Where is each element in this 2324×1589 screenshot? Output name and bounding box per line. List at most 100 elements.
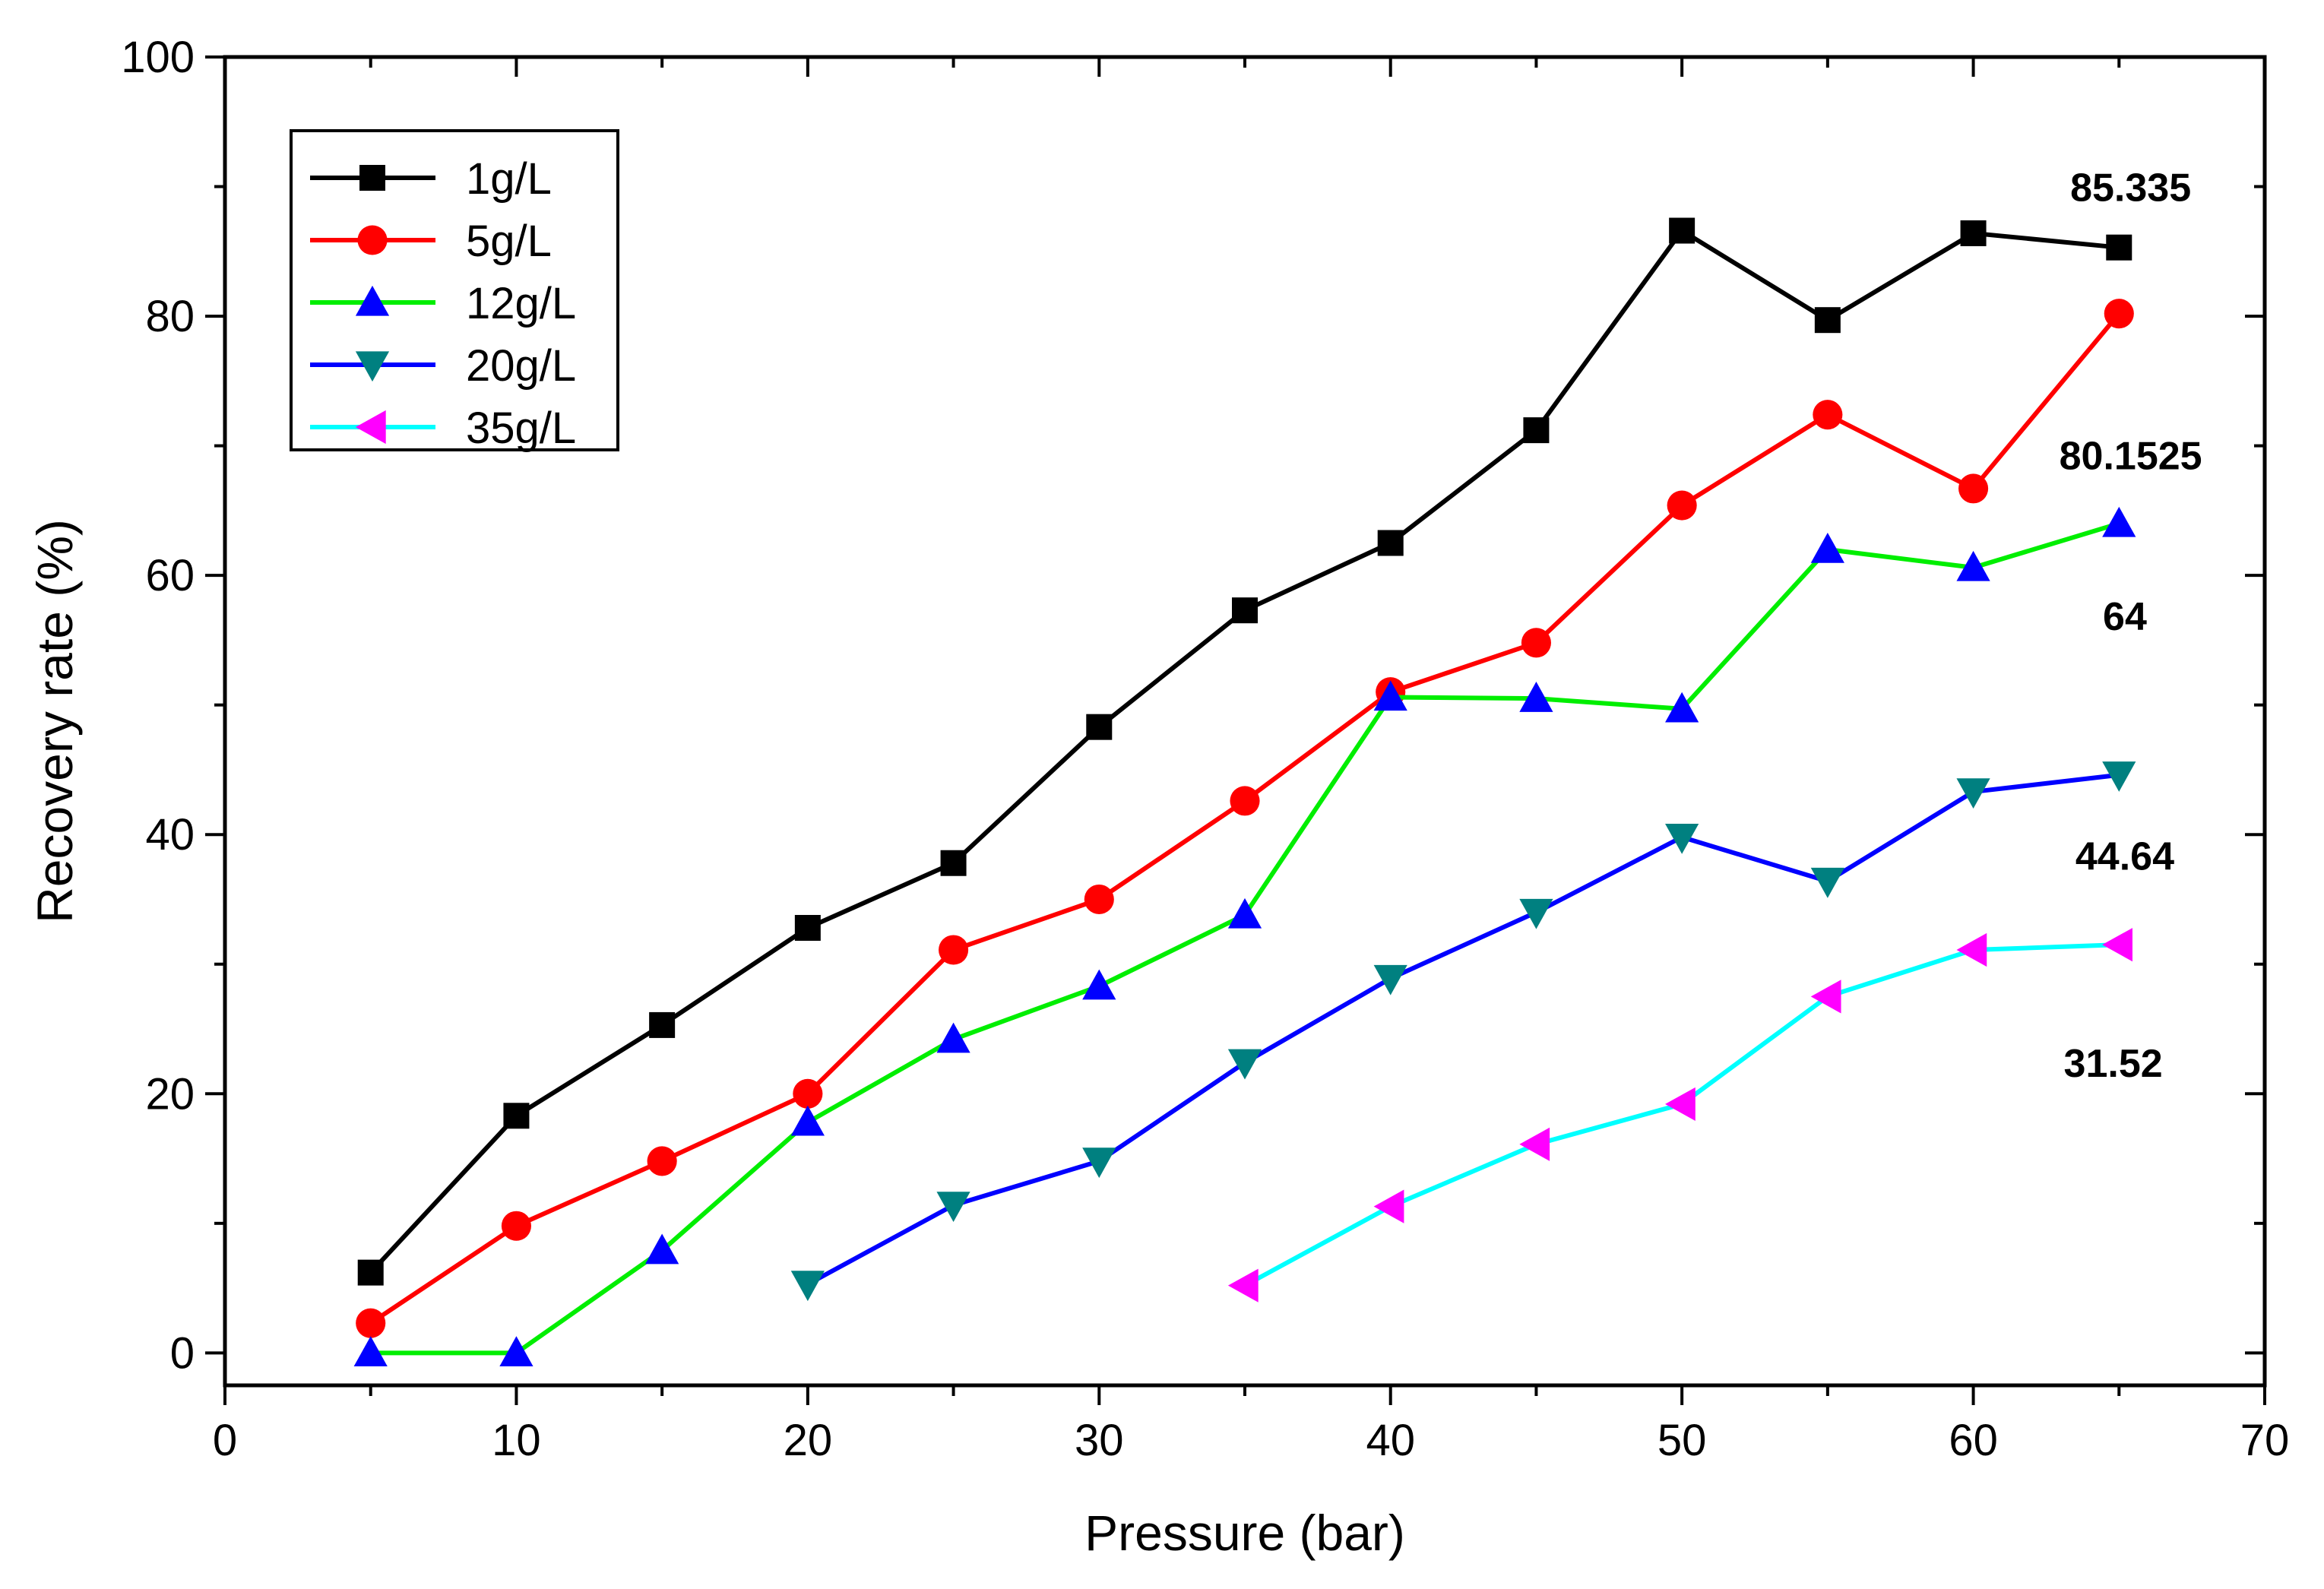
data-point xyxy=(1810,532,1844,563)
legend-item: 1g/L xyxy=(310,154,552,204)
data-point xyxy=(1373,1189,1404,1223)
data-point xyxy=(940,850,967,876)
data-point xyxy=(2102,506,2136,537)
data-point xyxy=(1227,1268,1259,1303)
series-line xyxy=(1243,942,2120,1288)
data-point xyxy=(1373,680,1407,711)
data-point xyxy=(790,1105,825,1136)
legend-box xyxy=(290,129,619,451)
x-tick-label: 30 xyxy=(1075,1416,1124,1465)
data-point xyxy=(2106,234,2132,261)
data-point xyxy=(1519,898,1553,929)
data-annotation: 31.52 xyxy=(2064,1042,2163,1086)
data-point xyxy=(1227,897,1262,929)
data-point xyxy=(1810,867,1844,898)
data-point xyxy=(1810,980,1841,1014)
series-35g-per-L xyxy=(1227,928,2132,1303)
data-point xyxy=(2102,761,2136,792)
data-point xyxy=(353,1336,388,1367)
series-1g-per-L xyxy=(357,217,2132,1286)
legend-marker xyxy=(357,225,388,255)
legend-item: 5g/L xyxy=(310,217,552,266)
data-point xyxy=(939,935,969,965)
data-point xyxy=(647,1146,677,1176)
data-point xyxy=(1084,884,1114,915)
y-axis-title: Recovery rate (%) xyxy=(27,519,83,923)
data-annotation: 64 xyxy=(2103,595,2147,639)
data-point xyxy=(499,1336,534,1367)
series-12g-per-L xyxy=(353,506,2136,1367)
legend-label: 5g/L xyxy=(466,217,552,266)
y-tick-label: 0 xyxy=(170,1328,195,1378)
x-tick-label: 10 xyxy=(492,1416,541,1465)
x-axis-title: Pressure (bar) xyxy=(1084,1505,1405,1561)
legend-label: 12g/L xyxy=(466,279,576,328)
data-point xyxy=(1377,530,1404,556)
x-tick-label: 40 xyxy=(1366,1416,1415,1465)
data-point xyxy=(2102,928,2132,962)
series-5g-per-L xyxy=(356,299,2134,1338)
data-point xyxy=(1814,307,1841,334)
x-tick-label: 70 xyxy=(2240,1416,2290,1465)
data-point xyxy=(1669,217,1696,244)
data-point xyxy=(1227,1049,1262,1080)
data-point xyxy=(936,1192,970,1223)
y-tick-label: 20 xyxy=(145,1069,195,1119)
data-point xyxy=(357,1259,384,1286)
data-point xyxy=(2104,299,2134,329)
data-point xyxy=(794,915,821,942)
data-point xyxy=(936,1022,970,1053)
data-point xyxy=(356,1308,386,1338)
legend-marker xyxy=(359,165,385,191)
series-20g-per-L xyxy=(790,761,2136,1302)
y-tick-label: 60 xyxy=(145,551,195,600)
legend-marker xyxy=(355,351,390,382)
data-point xyxy=(1082,969,1116,1000)
legend-label: 1g/L xyxy=(466,154,552,204)
data-point xyxy=(503,1103,530,1129)
data-point xyxy=(1373,964,1407,995)
data-point xyxy=(1665,692,1699,723)
y-tick-label: 100 xyxy=(121,33,195,82)
legend-item: 12g/L xyxy=(310,279,576,328)
legend-item: 35g/L xyxy=(310,404,576,453)
series-line xyxy=(369,228,2120,1274)
data-point xyxy=(1667,490,1697,521)
y-tick-label: 40 xyxy=(145,810,195,859)
legend-item: 20g/L xyxy=(310,341,576,391)
data-point xyxy=(1521,628,1551,658)
data-point xyxy=(1665,823,1699,854)
data-point xyxy=(1960,220,1987,246)
data-point xyxy=(1523,417,1550,444)
data-point xyxy=(649,1011,676,1038)
x-tick-label: 0 xyxy=(213,1416,237,1465)
data-point xyxy=(1956,932,1987,967)
legend-marker xyxy=(355,410,386,445)
data-point xyxy=(790,1271,825,1302)
series-line xyxy=(806,772,2120,1287)
data-point xyxy=(645,1233,679,1265)
data-point xyxy=(1230,786,1260,816)
data-point xyxy=(1086,714,1113,740)
data-point xyxy=(793,1078,823,1109)
y-tick-label: 80 xyxy=(145,292,195,341)
x-tick-label: 20 xyxy=(784,1416,833,1465)
x-tick-label: 60 xyxy=(1949,1416,1998,1465)
x-tick-label: 50 xyxy=(1658,1416,1707,1465)
series-line xyxy=(370,521,2120,1356)
data-point xyxy=(1082,1147,1116,1179)
series-line xyxy=(369,312,2121,1325)
data-annotation: 80.1525 xyxy=(2060,434,2202,478)
data-point xyxy=(1956,778,1990,809)
data-annotation: 85.335 xyxy=(2070,166,2191,210)
data-point xyxy=(1665,1087,1696,1122)
data-point xyxy=(1956,550,1990,581)
data-point xyxy=(1958,473,1989,504)
data-point xyxy=(1813,400,1843,430)
data-point xyxy=(1519,682,1553,712)
data-point xyxy=(1232,597,1258,624)
data-annotation: 44.64 xyxy=(2075,834,2174,878)
data-point xyxy=(501,1211,531,1241)
